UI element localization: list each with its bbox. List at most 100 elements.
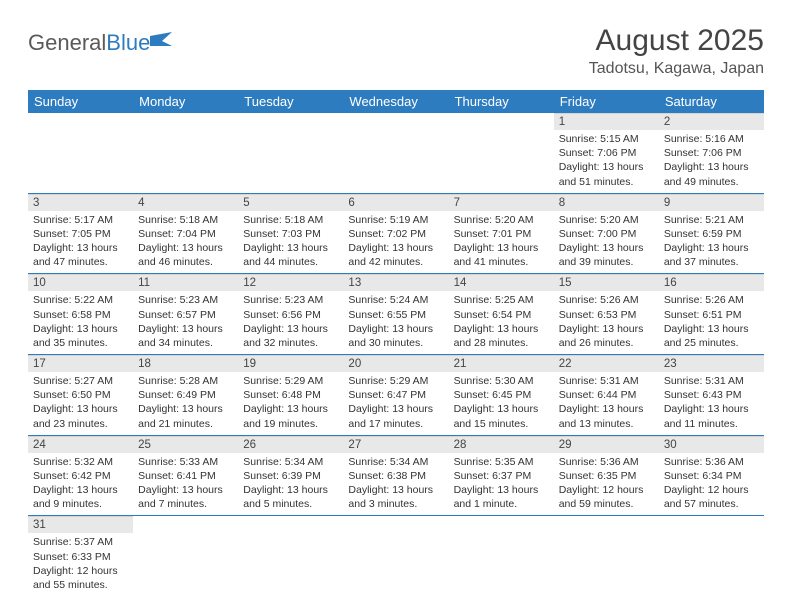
calendar-day: 12Sunrise: 5:23 AMSunset: 6:56 PMDayligh… bbox=[238, 274, 343, 355]
calendar-day: 14Sunrise: 5:25 AMSunset: 6:54 PMDayligh… bbox=[449, 274, 554, 355]
day-header: Saturday bbox=[659, 90, 764, 113]
calendar-week: 31Sunrise: 5:37 AMSunset: 6:33 PMDayligh… bbox=[28, 516, 764, 596]
day-details: Sunrise: 5:19 AMSunset: 7:02 PMDaylight:… bbox=[343, 211, 448, 274]
calendar-day: 22Sunrise: 5:31 AMSunset: 6:44 PMDayligh… bbox=[554, 355, 659, 436]
calendar-day: 29Sunrise: 5:36 AMSunset: 6:35 PMDayligh… bbox=[554, 435, 659, 516]
day-number: 31 bbox=[28, 516, 133, 533]
day-details: Sunrise: 5:36 AMSunset: 6:34 PMDaylight:… bbox=[659, 453, 764, 516]
day-details: Sunrise: 5:20 AMSunset: 7:00 PMDaylight:… bbox=[554, 211, 659, 274]
calendar-week: 10Sunrise: 5:22 AMSunset: 6:58 PMDayligh… bbox=[28, 274, 764, 355]
day-header-row: Sunday Monday Tuesday Wednesday Thursday… bbox=[28, 90, 764, 113]
calendar-week: 24Sunrise: 5:32 AMSunset: 6:42 PMDayligh… bbox=[28, 435, 764, 516]
day-number: 18 bbox=[133, 355, 238, 372]
calendar-day: 16Sunrise: 5:26 AMSunset: 6:51 PMDayligh… bbox=[659, 274, 764, 355]
calendar-day-empty bbox=[449, 516, 554, 596]
day-number: 8 bbox=[554, 194, 659, 211]
logo-flag-icon bbox=[150, 30, 176, 56]
calendar-day: 21Sunrise: 5:30 AMSunset: 6:45 PMDayligh… bbox=[449, 355, 554, 436]
day-number: 15 bbox=[554, 274, 659, 291]
day-details: Sunrise: 5:30 AMSunset: 6:45 PMDaylight:… bbox=[449, 372, 554, 435]
day-details: Sunrise: 5:28 AMSunset: 6:49 PMDaylight:… bbox=[133, 372, 238, 435]
calendar-day: 25Sunrise: 5:33 AMSunset: 6:41 PMDayligh… bbox=[133, 435, 238, 516]
day-details: Sunrise: 5:23 AMSunset: 6:57 PMDaylight:… bbox=[133, 291, 238, 354]
calendar-day: 31Sunrise: 5:37 AMSunset: 6:33 PMDayligh… bbox=[28, 516, 133, 596]
calendar-day: 20Sunrise: 5:29 AMSunset: 6:47 PMDayligh… bbox=[343, 355, 448, 436]
calendar-day: 24Sunrise: 5:32 AMSunset: 6:42 PMDayligh… bbox=[28, 435, 133, 516]
calendar-day: 5Sunrise: 5:18 AMSunset: 7:03 PMDaylight… bbox=[238, 193, 343, 274]
day-details: Sunrise: 5:35 AMSunset: 6:37 PMDaylight:… bbox=[449, 453, 554, 516]
calendar-day-empty bbox=[659, 516, 764, 596]
day-details: Sunrise: 5:20 AMSunset: 7:01 PMDaylight:… bbox=[449, 211, 554, 274]
calendar-day-empty bbox=[343, 113, 448, 193]
day-number: 6 bbox=[343, 194, 448, 211]
day-details: Sunrise: 5:25 AMSunset: 6:54 PMDaylight:… bbox=[449, 291, 554, 354]
day-details: Sunrise: 5:37 AMSunset: 6:33 PMDaylight:… bbox=[28, 533, 133, 596]
logo-text-1: General bbox=[28, 30, 106, 56]
calendar-day: 10Sunrise: 5:22 AMSunset: 6:58 PMDayligh… bbox=[28, 274, 133, 355]
location: Tadotsu, Kagawa, Japan bbox=[589, 60, 764, 78]
day-details: Sunrise: 5:16 AMSunset: 7:06 PMDaylight:… bbox=[659, 130, 764, 193]
day-number: 27 bbox=[343, 436, 448, 453]
day-details: Sunrise: 5:34 AMSunset: 6:38 PMDaylight:… bbox=[343, 453, 448, 516]
day-details: Sunrise: 5:18 AMSunset: 7:04 PMDaylight:… bbox=[133, 211, 238, 274]
day-details: Sunrise: 5:22 AMSunset: 6:58 PMDaylight:… bbox=[28, 291, 133, 354]
day-details: Sunrise: 5:31 AMSunset: 6:44 PMDaylight:… bbox=[554, 372, 659, 435]
day-number: 11 bbox=[133, 274, 238, 291]
day-details: Sunrise: 5:26 AMSunset: 6:53 PMDaylight:… bbox=[554, 291, 659, 354]
day-details: Sunrise: 5:36 AMSunset: 6:35 PMDaylight:… bbox=[554, 453, 659, 516]
calendar-day: 7Sunrise: 5:20 AMSunset: 7:01 PMDaylight… bbox=[449, 193, 554, 274]
day-details: Sunrise: 5:29 AMSunset: 6:47 PMDaylight:… bbox=[343, 372, 448, 435]
day-details: Sunrise: 5:29 AMSunset: 6:48 PMDaylight:… bbox=[238, 372, 343, 435]
day-header: Sunday bbox=[28, 90, 133, 113]
day-details: Sunrise: 5:31 AMSunset: 6:43 PMDaylight:… bbox=[659, 372, 764, 435]
calendar-day: 28Sunrise: 5:35 AMSunset: 6:37 PMDayligh… bbox=[449, 435, 554, 516]
calendar-day: 26Sunrise: 5:34 AMSunset: 6:39 PMDayligh… bbox=[238, 435, 343, 516]
calendar-body: 1Sunrise: 5:15 AMSunset: 7:06 PMDaylight… bbox=[28, 113, 764, 596]
day-number: 5 bbox=[238, 194, 343, 211]
calendar-day: 4Sunrise: 5:18 AMSunset: 7:04 PMDaylight… bbox=[133, 193, 238, 274]
calendar-day: 2Sunrise: 5:16 AMSunset: 7:06 PMDaylight… bbox=[659, 113, 764, 193]
calendar-day: 3Sunrise: 5:17 AMSunset: 7:05 PMDaylight… bbox=[28, 193, 133, 274]
day-header: Friday bbox=[554, 90, 659, 113]
calendar-day-empty bbox=[343, 516, 448, 596]
calendar-day: 9Sunrise: 5:21 AMSunset: 6:59 PMDaylight… bbox=[659, 193, 764, 274]
logo: GeneralBlue bbox=[28, 30, 176, 56]
day-details: Sunrise: 5:27 AMSunset: 6:50 PMDaylight:… bbox=[28, 372, 133, 435]
day-number: 19 bbox=[238, 355, 343, 372]
day-number: 20 bbox=[343, 355, 448, 372]
calendar-day: 23Sunrise: 5:31 AMSunset: 6:43 PMDayligh… bbox=[659, 355, 764, 436]
day-header: Thursday bbox=[449, 90, 554, 113]
calendar-day: 19Sunrise: 5:29 AMSunset: 6:48 PMDayligh… bbox=[238, 355, 343, 436]
month-title: August 2025 bbox=[589, 24, 764, 58]
calendar-day: 11Sunrise: 5:23 AMSunset: 6:57 PMDayligh… bbox=[133, 274, 238, 355]
title-block: August 2025 Tadotsu, Kagawa, Japan bbox=[589, 24, 764, 78]
day-number: 29 bbox=[554, 436, 659, 453]
day-details: Sunrise: 5:34 AMSunset: 6:39 PMDaylight:… bbox=[238, 453, 343, 516]
calendar-day-empty bbox=[133, 516, 238, 596]
calendar-day-empty bbox=[449, 113, 554, 193]
calendar-day-empty bbox=[554, 516, 659, 596]
day-header: Monday bbox=[133, 90, 238, 113]
day-number: 30 bbox=[659, 436, 764, 453]
day-number: 13 bbox=[343, 274, 448, 291]
day-number: 10 bbox=[28, 274, 133, 291]
day-details: Sunrise: 5:32 AMSunset: 6:42 PMDaylight:… bbox=[28, 453, 133, 516]
header: GeneralBlue August 2025 Tadotsu, Kagawa,… bbox=[28, 24, 764, 78]
calendar-day-empty bbox=[28, 113, 133, 193]
day-number: 12 bbox=[238, 274, 343, 291]
calendar-day: 17Sunrise: 5:27 AMSunset: 6:50 PMDayligh… bbox=[28, 355, 133, 436]
day-number: 7 bbox=[449, 194, 554, 211]
day-number: 22 bbox=[554, 355, 659, 372]
calendar-day-empty bbox=[238, 113, 343, 193]
day-number: 17 bbox=[28, 355, 133, 372]
day-details: Sunrise: 5:26 AMSunset: 6:51 PMDaylight:… bbox=[659, 291, 764, 354]
calendar-day: 30Sunrise: 5:36 AMSunset: 6:34 PMDayligh… bbox=[659, 435, 764, 516]
day-details: Sunrise: 5:33 AMSunset: 6:41 PMDaylight:… bbox=[133, 453, 238, 516]
calendar-day: 27Sunrise: 5:34 AMSunset: 6:38 PMDayligh… bbox=[343, 435, 448, 516]
day-number: 1 bbox=[554, 113, 659, 130]
day-number: 21 bbox=[449, 355, 554, 372]
day-number: 9 bbox=[659, 194, 764, 211]
calendar-day: 1Sunrise: 5:15 AMSunset: 7:06 PMDaylight… bbox=[554, 113, 659, 193]
calendar-table: Sunday Monday Tuesday Wednesday Thursday… bbox=[28, 90, 764, 596]
day-details: Sunrise: 5:17 AMSunset: 7:05 PMDaylight:… bbox=[28, 211, 133, 274]
